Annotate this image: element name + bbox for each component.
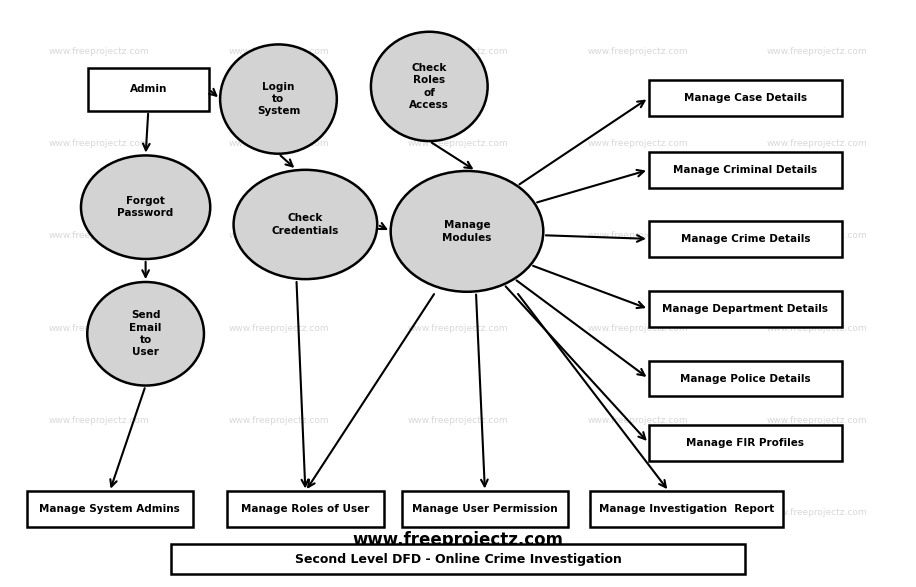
Text: www.freeprojectz.com: www.freeprojectz.com xyxy=(228,140,329,149)
Text: www.freeprojectz.com: www.freeprojectz.com xyxy=(228,416,329,424)
Text: Manage Investigation  Report: Manage Investigation Report xyxy=(599,504,775,514)
Text: www.freeprojectz.com: www.freeprojectz.com xyxy=(408,416,508,424)
Bar xyxy=(591,491,783,527)
Bar xyxy=(170,544,746,574)
Text: Login
to
System: Login to System xyxy=(256,82,300,116)
Text: Manage Criminal Details: Manage Criminal Details xyxy=(673,165,817,175)
Bar xyxy=(88,68,209,111)
Text: Manage Roles of User: Manage Roles of User xyxy=(241,504,369,514)
Ellipse shape xyxy=(220,45,337,154)
Bar xyxy=(27,491,192,527)
Text: Manage Department Details: Manage Department Details xyxy=(662,304,828,314)
Text: www.freeprojectz.com: www.freeprojectz.com xyxy=(228,323,329,332)
Text: www.freeprojectz.com: www.freeprojectz.com xyxy=(767,508,867,517)
Text: Manage User Permission: Manage User Permission xyxy=(412,504,558,514)
Text: www.freeprojectz.com: www.freeprojectz.com xyxy=(49,416,149,424)
Text: www.freeprojectz.com: www.freeprojectz.com xyxy=(408,140,508,149)
Text: www.freeprojectz.com: www.freeprojectz.com xyxy=(228,231,329,241)
Text: www.freeprojectz.com: www.freeprojectz.com xyxy=(408,508,508,517)
Text: www.freeprojectz.com: www.freeprojectz.com xyxy=(353,531,563,549)
Bar xyxy=(649,361,842,396)
Text: www.freeprojectz.com: www.freeprojectz.com xyxy=(767,140,867,149)
Text: www.freeprojectz.com: www.freeprojectz.com xyxy=(587,508,688,517)
Text: www.freeprojectz.com: www.freeprojectz.com xyxy=(767,231,867,241)
Text: Manage FIR Profiles: Manage FIR Profiles xyxy=(686,438,804,448)
Text: www.freeprojectz.com: www.freeprojectz.com xyxy=(49,140,149,149)
Text: www.freeprojectz.com: www.freeprojectz.com xyxy=(408,231,508,241)
Bar xyxy=(649,221,842,257)
Ellipse shape xyxy=(234,170,377,279)
Text: www.freeprojectz.com: www.freeprojectz.com xyxy=(587,323,688,332)
Text: Manage
Modules: Manage Modules xyxy=(442,220,492,242)
Bar xyxy=(649,152,842,188)
Bar xyxy=(649,80,842,116)
Text: Forgot
Password: Forgot Password xyxy=(117,196,174,218)
Text: Send
Email
to
User: Send Email to User xyxy=(129,310,162,357)
Ellipse shape xyxy=(391,171,543,292)
Text: www.freeprojectz.com: www.freeprojectz.com xyxy=(767,323,867,332)
Text: Manage Case Details: Manage Case Details xyxy=(683,93,807,103)
Text: www.freeprojectz.com: www.freeprojectz.com xyxy=(587,140,688,149)
Text: www.freeprojectz.com: www.freeprojectz.com xyxy=(767,416,867,424)
Text: www.freeprojectz.com: www.freeprojectz.com xyxy=(228,48,329,56)
Text: www.freeprojectz.com: www.freeprojectz.com xyxy=(49,323,149,332)
Bar xyxy=(649,291,842,327)
Text: Manage System Admins: Manage System Admins xyxy=(39,504,180,514)
Text: www.freeprojectz.com: www.freeprojectz.com xyxy=(587,416,688,424)
Text: Check
Credentials: Check Credentials xyxy=(272,213,339,235)
Bar xyxy=(402,491,568,527)
Bar xyxy=(649,425,842,461)
Text: www.freeprojectz.com: www.freeprojectz.com xyxy=(587,48,688,56)
Ellipse shape xyxy=(81,156,211,259)
Text: Second Level DFD - Online Crime Investigation: Second Level DFD - Online Crime Investig… xyxy=(295,553,621,566)
Text: www.freeprojectz.com: www.freeprojectz.com xyxy=(587,231,688,241)
Ellipse shape xyxy=(87,282,204,386)
Text: www.freeprojectz.com: www.freeprojectz.com xyxy=(767,48,867,56)
Text: www.freeprojectz.com: www.freeprojectz.com xyxy=(228,508,329,517)
Ellipse shape xyxy=(371,32,487,141)
Text: Manage Police Details: Manage Police Details xyxy=(680,374,811,384)
Text: www.freeprojectz.com: www.freeprojectz.com xyxy=(49,508,149,517)
Text: www.freeprojectz.com: www.freeprojectz.com xyxy=(408,48,508,56)
Text: www.freeprojectz.com: www.freeprojectz.com xyxy=(49,231,149,241)
Bar xyxy=(227,491,384,527)
Text: Manage Crime Details: Manage Crime Details xyxy=(681,234,810,244)
Text: Check
Roles
of
Access: Check Roles of Access xyxy=(409,63,449,110)
Text: Admin: Admin xyxy=(129,85,167,95)
Text: www.freeprojectz.com: www.freeprojectz.com xyxy=(49,48,149,56)
Text: www.freeprojectz.com: www.freeprojectz.com xyxy=(408,323,508,332)
